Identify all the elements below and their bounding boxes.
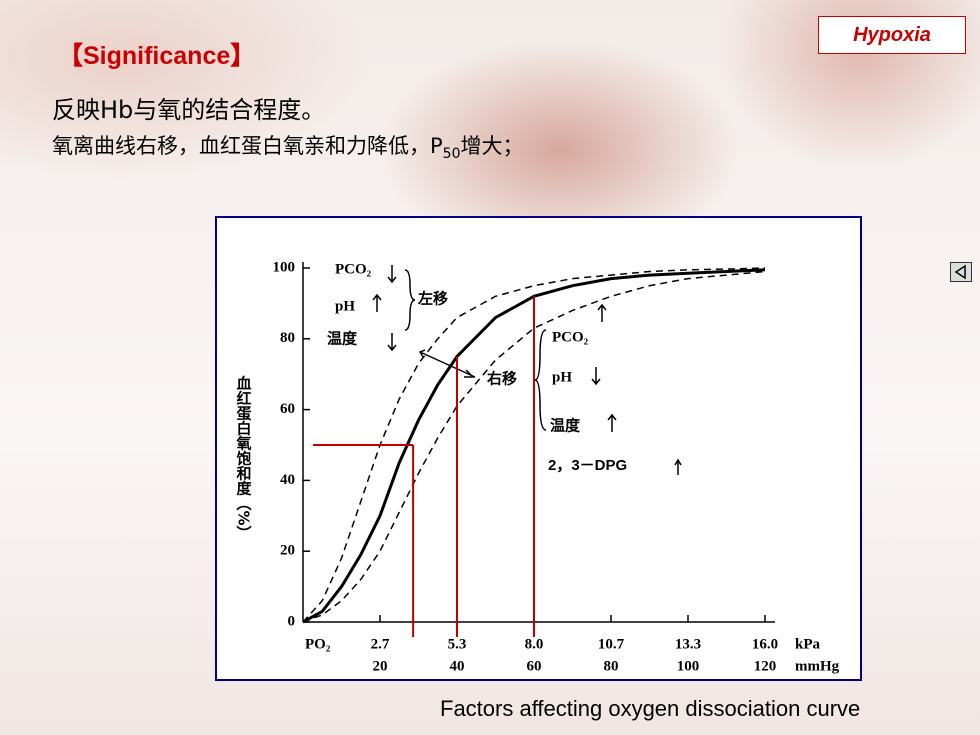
x-unit: kPa [795, 636, 821, 652]
x-tick-label: 80 [604, 658, 619, 674]
text-line: 氧离曲线右移，血红蛋白氧亲和力降低，P50增大； [52, 130, 524, 162]
y-tick-label: 100 [273, 259, 296, 275]
annotation: PCO₂ [552, 329, 589, 345]
text: 氧离曲线右移，血红蛋白氧亲和力降低，P [52, 134, 443, 158]
annotation: 右移 [487, 369, 517, 387]
annotation: 2，3－DPG [548, 457, 627, 474]
curve [302, 267, 766, 623]
y-axis-label: 血红蛋白氧饱和度（%） [235, 375, 253, 541]
annotation: PCO₂ [335, 261, 372, 277]
x-tick-label: 16.0 [752, 636, 778, 652]
x-tick-label: 120 [754, 658, 777, 674]
annotation-arrows [372, 265, 682, 475]
annotation: pH [552, 369, 572, 385]
y-tick-label: 20 [280, 543, 295, 559]
text-line: 反映Hb与氧的结合程度。 [52, 96, 326, 124]
text: 增大； [460, 134, 524, 158]
annotation: 左移 [417, 289, 448, 307]
heading: 【Significance】 [58, 42, 256, 70]
icon [954, 264, 966, 280]
x-unit: mmHg [795, 658, 840, 674]
x-tick-label: 13.3 [675, 636, 701, 652]
y-tick-label: 80 [280, 330, 295, 346]
x-tick-label: 8.0 [525, 636, 544, 652]
x-tick-label: 2.7 [371, 636, 390, 652]
annotation: 温度 [550, 416, 581, 434]
x-tick-label: 5.3 [448, 636, 467, 652]
y-tick-label: 0 [288, 613, 296, 629]
x-tick-label: 40 [450, 658, 465, 674]
x-origin-label: PO₂ [305, 636, 331, 652]
curve [302, 270, 766, 623]
tag: Hypoxia [818, 16, 966, 54]
annotation: pH [335, 298, 355, 314]
x-tick-label: 10.7 [598, 636, 625, 652]
x-tick-label: 20 [373, 658, 388, 674]
subscript: 50 [442, 146, 461, 163]
back-button[interactable] [950, 262, 972, 282]
y-tick-label: 40 [280, 472, 295, 488]
annotation: 温度 [327, 329, 358, 347]
y-tick-label: 60 [280, 401, 295, 417]
x-tick-label: 100 [677, 658, 700, 674]
caption: Factors affecting oxygen dissociation cu… [440, 696, 861, 721]
x-tick-label: 60 [527, 658, 542, 674]
